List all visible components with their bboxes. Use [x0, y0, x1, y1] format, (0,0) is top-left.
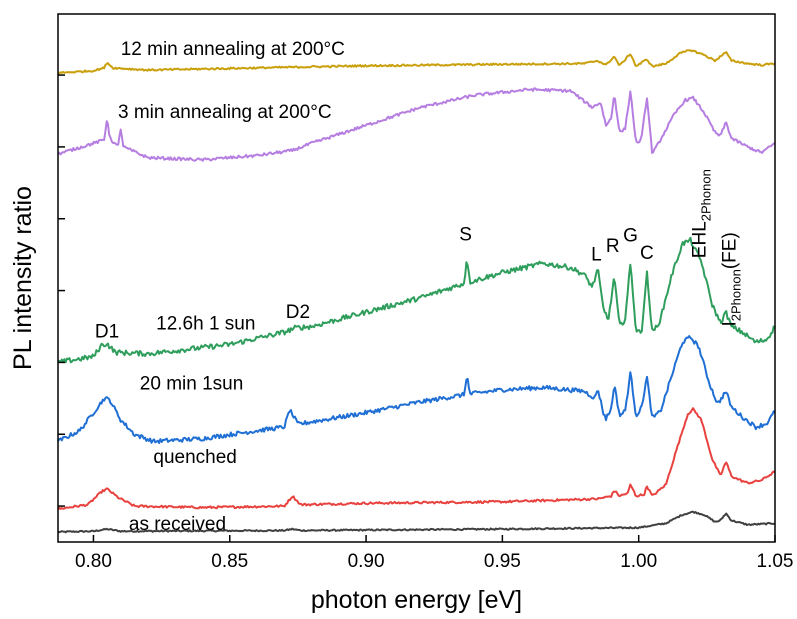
x-tick-label: 0.80 — [75, 551, 112, 572]
series-label: 3 min annealing at 200°C — [118, 102, 332, 123]
peak-label: L — [591, 244, 602, 265]
x-axis-label: photon energy [eV] — [311, 586, 522, 614]
peak-label: D1 — [95, 321, 119, 342]
peak-label: S — [459, 224, 472, 245]
x-tick-label: 1.05 — [757, 551, 794, 572]
peak-label: G — [623, 226, 638, 247]
series-label: 12 min annealing at 200°C — [121, 39, 345, 60]
x-tick-label: 1.00 — [620, 551, 657, 572]
series-line — [57, 407, 776, 510]
peak-label: C — [640, 243, 654, 264]
series-label: 12.6h 1 sun — [156, 313, 255, 334]
plot-content: as received quenched 20 min 1sun 12.6h 1 su… — [57, 39, 776, 535]
x-tick-label: 0.95 — [484, 551, 521, 572]
series-label: 20 min 1sun — [140, 374, 244, 395]
series-line — [57, 335, 776, 444]
series-label: as received — [129, 514, 226, 535]
series-line — [57, 87, 776, 162]
axis-ticks: 0.80 0.85 0.90 0.95 1.00 1.05 — [58, 74, 794, 572]
vertical-peak-label: I2Phonon(FE) — [720, 232, 744, 326]
series-label: quenched — [153, 447, 236, 468]
plot-frame — [57, 13, 776, 543]
x-tick-label: 0.85 — [211, 551, 248, 572]
peak-label: R — [606, 236, 620, 257]
y-axis-label: PL intensity ratio — [9, 186, 37, 370]
vertical-peak-label: EHL2Phonon — [690, 169, 714, 258]
series-line — [57, 236, 776, 364]
series-line — [57, 510, 776, 534]
peak-label: D2 — [286, 302, 310, 323]
series-line — [57, 49, 776, 75]
x-tick-label: 0.90 — [348, 551, 385, 572]
